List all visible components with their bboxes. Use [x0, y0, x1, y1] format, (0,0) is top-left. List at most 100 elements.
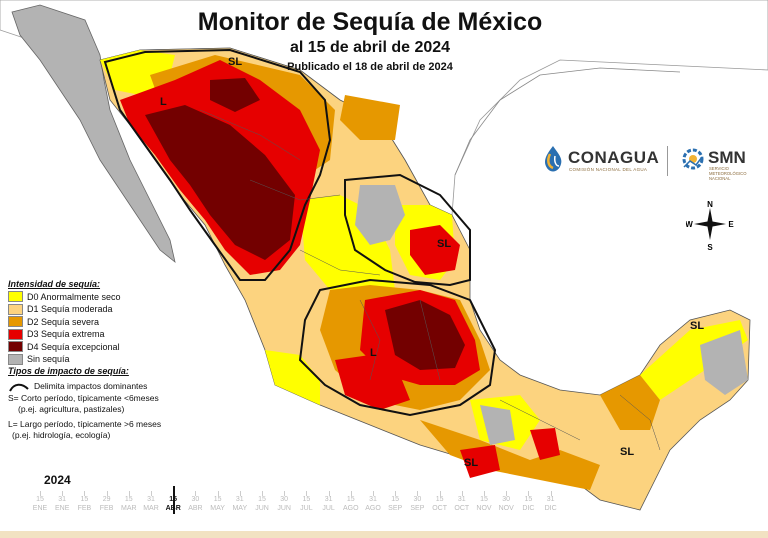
- no-drought-gulf: [355, 185, 405, 245]
- d3-zone-michoacan: [335, 355, 410, 410]
- timeline-month: MAY: [210, 505, 225, 512]
- drought-legend: Intensidad de sequía: D0 Anormalmente se…: [8, 278, 208, 366]
- timeline-tick: [106, 491, 108, 496]
- timeline-day: 15: [302, 496, 311, 503]
- impact-heading: Tipos de impacto de sequía:: [8, 366, 129, 376]
- legend-item: D3 Sequía extrema: [8, 328, 208, 341]
- region-label: L: [160, 96, 167, 108]
- timeline-month: OCT: [432, 505, 447, 512]
- timeline-day: 15: [36, 496, 44, 503]
- region-label: L: [370, 347, 377, 359]
- impact-line-icon: [9, 383, 29, 392]
- timeline-day: 30: [413, 496, 422, 503]
- impact-line-row: Delimita impactos dominantes: [8, 381, 218, 393]
- impact-legend: Tipos de impacto de sequía: Delimita imp…: [8, 366, 218, 441]
- timeline-month: DIC: [544, 505, 557, 512]
- timeline-tick: [439, 491, 441, 496]
- timeline-day: 15: [346, 496, 355, 503]
- timeline-day: 15: [435, 496, 444, 503]
- impact-line-label: Delimita impactos dominantes: [34, 381, 148, 392]
- timeline-day: 29: [102, 496, 111, 503]
- legend-item: D1 Sequía moderada: [8, 303, 208, 316]
- conagua-logo-icon: [545, 146, 562, 172]
- legend-swatch: [8, 316, 23, 328]
- impact-short: S= Corto período, típicamente <6meses: [8, 392, 159, 403]
- timeline-tick: [395, 491, 397, 496]
- legend-label: D4 Sequía excepcional: [27, 341, 120, 352]
- timeline-month: NOV: [498, 505, 514, 512]
- d2-zone-yucatan: [600, 375, 660, 430]
- conagua-subtitle: COMISIÓN NACIONAL DEL AGUA: [569, 167, 648, 172]
- legend-swatch: [8, 341, 23, 353]
- legend-swatch: [8, 353, 23, 365]
- legend-item: Sin sequía: [8, 353, 208, 366]
- d0-zone-west: [265, 350, 320, 405]
- d4-zone-sonora-north: [210, 78, 260, 112]
- timeline-tick: [128, 491, 130, 496]
- timeline-day: 15: [163, 496, 183, 503]
- timeline-month: AGO: [343, 505, 359, 512]
- compass-e: E: [728, 220, 734, 229]
- timeline-month: ABR: [188, 505, 203, 512]
- timeline-month: OCT: [454, 505, 470, 512]
- timeline: 15 ENE 31 ENE 15 FEB 29 FEB 15 MAR 31 MAR 15 ABR 30 ABR…: [30, 486, 575, 531]
- timeline-tick: [528, 491, 530, 496]
- timeline-month: AGO: [365, 505, 381, 512]
- d3-zone-oaxaca: [460, 445, 500, 478]
- smn-logo-icon: [682, 148, 704, 170]
- timeline-month: ABR: [163, 505, 183, 512]
- timeline-day: 30: [191, 496, 200, 503]
- region-label: SL: [690, 320, 705, 332]
- timeline-day: 15: [524, 496, 533, 503]
- timeline-tick: [506, 491, 508, 496]
- timeline-day: 30: [502, 496, 511, 503]
- impact-long-example: (p.ej. hidrología, ecología): [12, 430, 111, 441]
- timeline-day: 31: [147, 496, 155, 503]
- timeline-tick: [328, 491, 330, 496]
- timeline-day: 31: [546, 496, 555, 503]
- timeline-month: MAR: [121, 505, 137, 512]
- published-date: Publicado el 18 de abril de 2024: [287, 61, 453, 73]
- legend-label: D2 Sequía severa: [27, 316, 100, 327]
- timeline-tick: [62, 491, 64, 496]
- timeline-month: FEB: [77, 505, 92, 512]
- timeline-day: 30: [280, 496, 289, 503]
- timeline-month: JUL: [300, 505, 313, 512]
- timeline-month: MAY: [232, 505, 248, 512]
- d3-zone-sl-east: [410, 225, 460, 275]
- timeline-tick: [350, 491, 352, 496]
- timeline-tick: [239, 491, 241, 496]
- legend-swatch: [8, 291, 23, 303]
- current-date-marker: [173, 486, 175, 514]
- legend-item: D0 Anormalmente seco: [8, 291, 208, 304]
- timeline-month: SEP: [410, 505, 425, 512]
- timeline-tick: [284, 491, 286, 496]
- smn-subtitle: SERVICIO METEOROLÓGICO NACIONAL: [709, 166, 747, 181]
- timeline-tick: [550, 491, 552, 496]
- compass-n: N: [707, 200, 713, 209]
- timeline-day: 31: [457, 496, 466, 503]
- timeline-day: 15: [124, 496, 133, 503]
- legend-heading: Intensidad de sequía:: [8, 279, 101, 289]
- legend-items: D0 Anormalmente seco D1 Sequía moderada D2…: [8, 291, 208, 366]
- compass-w: W: [686, 220, 693, 229]
- timeline-day: 15: [480, 496, 488, 503]
- timeline-day: 15: [213, 496, 222, 503]
- timeline-month: DIC: [522, 505, 535, 512]
- timeline-day: 31: [58, 496, 67, 503]
- timeline-day: 15: [391, 496, 400, 503]
- timeline-day: 31: [324, 496, 333, 503]
- timeline-tick: [262, 491, 263, 496]
- impact-boundary-north: [103, 48, 332, 281]
- legend-swatch: [8, 328, 23, 340]
- timeline-month: MAR: [143, 505, 159, 512]
- timeline-tick: [373, 491, 374, 496]
- timeline-year: 2024: [44, 473, 71, 487]
- timeline-day: 31: [369, 496, 377, 503]
- timeline-month: NOV: [476, 505, 492, 512]
- timeline-tick: [40, 491, 41, 496]
- d2-zone-south: [420, 420, 600, 490]
- baja-california: [11, 4, 176, 264]
